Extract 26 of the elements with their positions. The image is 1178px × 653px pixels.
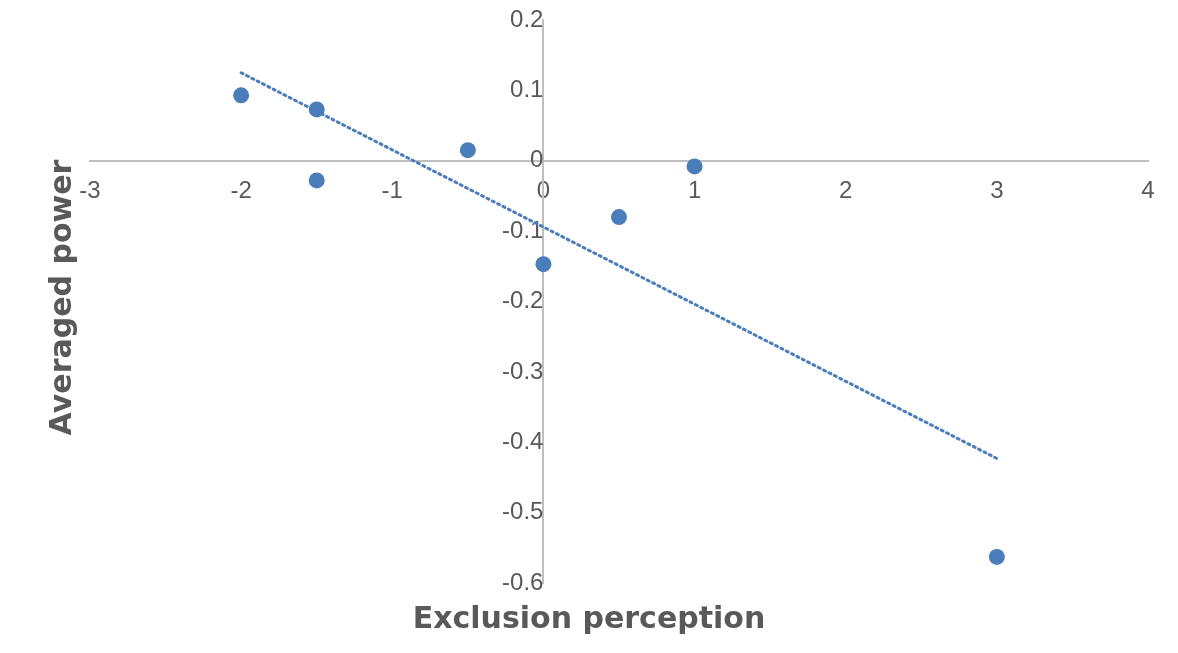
x-tick-label: -1 <box>381 175 403 203</box>
point <box>686 158 703 175</box>
x-axis-title: Exclusion perception <box>411 600 767 635</box>
x-tick-label: 4 <box>1141 175 1155 203</box>
point <box>535 256 552 273</box>
y-tick-label: -0.2 <box>502 286 544 314</box>
y-tick-label: -0.1 <box>502 215 544 243</box>
point <box>988 548 1005 565</box>
y-tick-label: -0.6 <box>502 567 544 595</box>
point <box>308 101 325 118</box>
y-tick-label: 0 <box>530 145 544 173</box>
y-tick-label: -0.5 <box>502 497 544 525</box>
point <box>308 172 325 189</box>
point <box>611 209 627 226</box>
y-tick-label: -0.4 <box>502 426 544 454</box>
point <box>233 87 250 104</box>
point <box>459 142 476 159</box>
y-tick-label: 0.2 <box>510 4 544 32</box>
y-axis-title: Averaged power <box>42 158 78 438</box>
x-tick-label: 1 <box>687 175 702 203</box>
x-tick-label: -3 <box>79 175 101 203</box>
x-tick-label: 3 <box>990 175 1004 203</box>
x-tick-label: -2 <box>230 175 252 203</box>
y-tick-label: 0.1 <box>510 75 544 102</box>
x-tick-label: 2 <box>839 175 853 203</box>
y-tick-label: -0.3 <box>502 356 544 384</box>
